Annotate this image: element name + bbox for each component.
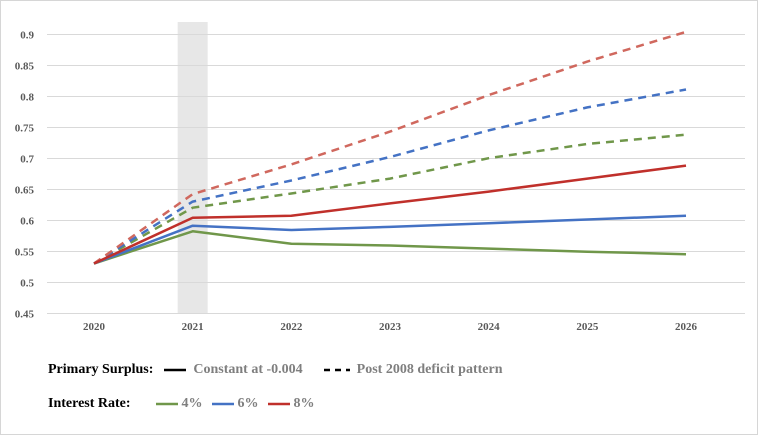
dashed-line-swatch	[323, 368, 350, 372]
y-tick-label: 0.45	[15, 309, 35, 321]
series-line-6pct-dashed	[93, 88, 687, 265]
y-tick-label: 0.6	[20, 216, 34, 228]
gridlines	[47, 34, 745, 314]
x-tick-label: 2025	[576, 321, 599, 330]
y-tick-label: 0.8	[20, 92, 34, 104]
legend-interest-rate: Interest Rate: 4% 6% 8%	[48, 396, 315, 412]
y-tick-label: 0.5	[20, 278, 34, 290]
y-tick-label: 0.65	[15, 185, 35, 197]
y-tick-label: 0.9	[20, 30, 34, 42]
legend-primary-surplus: Primary Surplus: Constant at -0.004 Post…	[48, 362, 502, 378]
red-line-swatch	[267, 402, 290, 406]
series-line-8pct-solid	[93, 164, 687, 265]
legend-item-label: Post 2008 deficit pattern	[356, 362, 503, 377]
series-line-4pct-dashed	[93, 133, 687, 265]
x-tick-label: 2022	[280, 321, 303, 330]
x-axis-ticks: 2020 2021 2022 2023 2024 2025 2026	[83, 321, 698, 330]
x-tick-label: 2023	[379, 321, 402, 330]
x-tick-label: 2021	[182, 321, 204, 330]
blue-line-swatch	[211, 402, 234, 406]
y-tick-label: 0.75	[15, 123, 35, 135]
green-line-swatch	[155, 402, 178, 406]
series-lines	[93, 30, 687, 265]
series-line-4pct-solid	[93, 230, 687, 265]
legend-item-rate-4: 4%	[155, 396, 203, 412]
x-tick-label: 2026	[675, 321, 698, 330]
legend-item-label: 4%	[181, 396, 203, 411]
x-tick-label: 2020	[83, 321, 106, 330]
highlight-band-layer	[177, 22, 208, 313]
legend-item-label: 8%	[293, 396, 315, 411]
y-tick-label: 0.55	[15, 247, 35, 259]
legend-item-rate-6: 6%	[211, 396, 259, 412]
highlight-band	[177, 22, 208, 313]
y-axis-ticks: 0.45 0.5 0.55 0.6 0.65 0.7 0.75 0.8 0.85 0.9	[15, 30, 35, 321]
y-tick-label: 0.7	[20, 154, 34, 166]
series-line-6pct-solid	[93, 214, 687, 265]
legend-surplus-title: Primary Surplus:	[48, 362, 154, 377]
legend-item-rate-8: 8%	[267, 396, 315, 412]
solid-line-swatch	[164, 368, 187, 372]
x-tick-label: 2024	[478, 321, 501, 330]
legend-rate-title: Interest Rate:	[48, 396, 131, 411]
legend-item-label: Constant at -0.004	[193, 362, 303, 377]
y-tick-label: 0.85	[15, 61, 35, 73]
line-chart: 0.45 0.5 0.55 0.6 0.65 0.7 0.75 0.8 0.85 0.9 2020…	[15, 22, 745, 330]
series-line-8pct-dashed	[93, 30, 687, 265]
legend-item-constant: Constant at -0.004	[163, 362, 303, 378]
legend-item-post-2008: Post 2008 deficit pattern	[323, 362, 503, 378]
legend-item-label: 6%	[237, 396, 259, 411]
